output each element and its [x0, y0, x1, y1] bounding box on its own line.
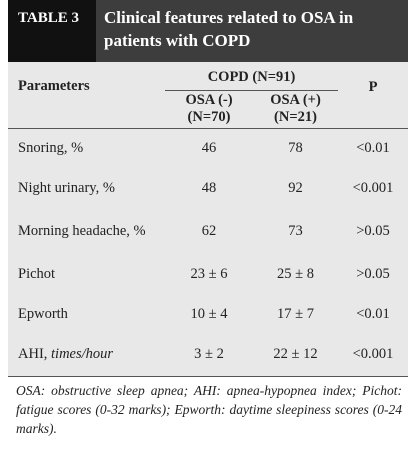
cell: 46 — [201, 139, 217, 156]
row-name: Morning headache, % — [18, 223, 146, 239]
cell: 92 — [288, 179, 303, 196]
subheader-row: OSA (-) (N=70) OSA (+) (N=21) — [8, 90, 408, 128]
row-name: Epworth — [18, 306, 68, 322]
table-body: Parameters COPD (N=91) P OSA (-) (N=70) O… — [8, 62, 408, 377]
cell: 73 — [288, 222, 303, 239]
row-name: Pichot — [18, 266, 56, 282]
cell: <0.001 — [352, 345, 394, 362]
row-label: Epworth — [8, 294, 165, 334]
data-table: Parameters COPD (N=91) P OSA (-) (N=70) O… — [8, 62, 408, 374]
param-header: Parameters — [18, 78, 90, 94]
row: AHI, times/hour 3 ± 2 22 ± 12 <0.001 — [8, 334, 408, 374]
cell: 22 ± 12 — [273, 345, 318, 362]
cell: <0.01 — [356, 139, 390, 156]
table-header: TABLE 3 Clinical features related to OSA… — [8, 0, 408, 62]
row: Morning headache, % 62 73 >0.05 — [8, 208, 408, 254]
header-row: Parameters COPD (N=91) P — [8, 62, 408, 95]
cell: 3 ± 2 — [194, 345, 224, 362]
row-label-text: Night urinary, % — [18, 179, 153, 197]
row-unit: times/hour — [51, 346, 114, 362]
row: Night urinary, % 48 92 <0.001 — [8, 168, 408, 208]
row-label-text: Pichot — [18, 265, 153, 283]
cell: 25 ± 8 — [277, 265, 314, 282]
cell: <0.001 — [352, 179, 394, 196]
cell: 48 — [201, 179, 217, 196]
column-header-line: OSA (+) — [270, 92, 321, 108]
cell: >0.05 — [356, 265, 390, 282]
column-header-line: OSA (-) — [185, 92, 233, 108]
column-header-line: (N=70) — [187, 109, 231, 125]
row-label: Snoring, % — [8, 128, 165, 168]
group-header: COPD (N=91) — [165, 62, 338, 91]
cell: 23 ± 6 — [190, 265, 228, 282]
row-label-text: Morning headache, % — [18, 222, 153, 240]
cell: <0.01 — [356, 305, 390, 322]
p-header: P — [368, 79, 378, 96]
row-label: Morning headache, % — [8, 208, 165, 254]
column-header: OSA (-) (N=70) — [165, 90, 253, 128]
footnote: OSA: obstructive sleep apnea; AHI: apnea… — [16, 383, 402, 436]
row-label-text: Snoring, % — [18, 139, 153, 157]
row-label-text: AHI, times/hour — [18, 345, 153, 363]
rows: Snoring, % 46 78 <0.01 Night urinary, % 48 92 <… — [8, 128, 408, 374]
cell: 10 ± 4 — [190, 305, 228, 322]
row: Pichot 23 ± 6 25 ± 8 >0.05 — [8, 254, 408, 294]
column-header-line: (N=21) — [274, 109, 317, 125]
row-label: Pichot — [8, 254, 165, 294]
column-header: OSA (+) (N=21) — [253, 90, 338, 128]
table-title: Clinical features related to OSA in pati… — [104, 8, 354, 50]
row-name: Night urinary, % — [18, 180, 115, 196]
table-label: TABLE 3 — [8, 0, 96, 62]
cell: 17 ± 7 — [277, 305, 314, 322]
row-label: AHI, times/hour — [8, 334, 165, 374]
row-label-text: Epworth — [18, 305, 153, 323]
cell: 62 — [201, 222, 217, 239]
row-name: Snoring, % — [18, 140, 84, 157]
row: Snoring, % 46 78 <0.01 — [8, 128, 408, 168]
row-label: Night urinary, % — [8, 168, 165, 208]
row-name: AHI, — [18, 346, 48, 362]
cell: >0.05 — [356, 222, 390, 239]
row: Epworth 10 ± 4 17 ± 7 <0.01 — [8, 294, 408, 334]
cell: 78 — [288, 139, 303, 156]
